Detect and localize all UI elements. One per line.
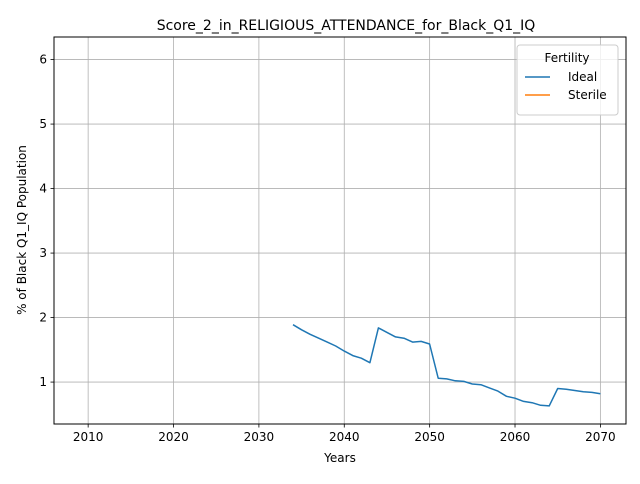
y-tick-label: 4 (39, 182, 47, 196)
chart-title: Score_2_in_RELIGIOUS_ATTENDANCE_for_Blac… (157, 18, 536, 34)
legend-label-sterile: Sterile (568, 88, 607, 102)
legend-box (516, 44, 619, 116)
plot-frame (53, 36, 627, 425)
y-tick-label: 5 (39, 117, 47, 131)
y-tick-label: 3 (39, 246, 47, 260)
series-line-ideal (292, 324, 601, 407)
legend-title: Fertility (544, 51, 589, 65)
x-tick-label: 2070 (585, 430, 616, 444)
x-axis-ticks: 2010 2020 2030 2040 2050 2060 2070 (73, 424, 616, 444)
y-axis-label: % of Black Q1_IQ Population (15, 145, 29, 315)
y-axis-ticks: 1 2 3 4 5 6 (39, 53, 54, 389)
legend-label-ideal: Ideal (568, 70, 597, 84)
y-tick-label: 1 (39, 375, 47, 389)
legend: Fertility Ideal Sterile (516, 44, 619, 116)
y-tick-label: 2 (39, 311, 47, 325)
x-tick-label: 2010 (73, 430, 104, 444)
x-tick-label: 2020 (158, 430, 189, 444)
x-tick-label: 2060 (500, 430, 531, 444)
series-layer (292, 324, 601, 407)
x-tick-label: 2030 (244, 430, 275, 444)
x-tick-label: 2050 (414, 430, 445, 444)
x-axis-label: Years (323, 451, 356, 465)
x-tick-label: 2040 (329, 430, 360, 444)
legend-items: Ideal Sterile (525, 70, 607, 102)
y-tick-label: 6 (39, 53, 47, 67)
